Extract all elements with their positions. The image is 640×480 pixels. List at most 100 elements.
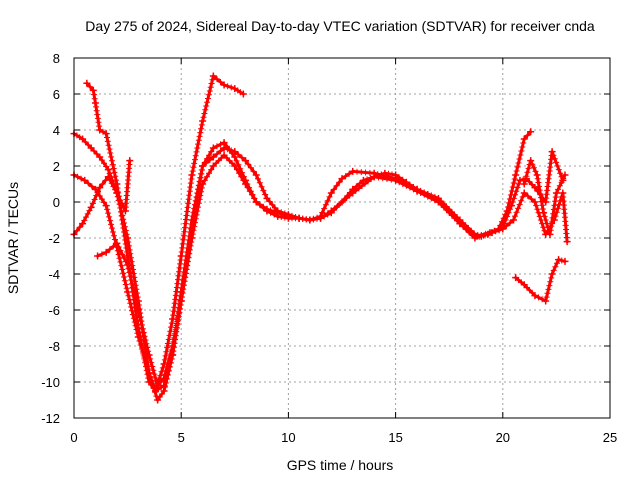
y-axis-tick-labels: -12 -10 -8 -6 -4 -2 0 2 4 6 8 bbox=[41, 51, 60, 426]
data-point bbox=[121, 207, 129, 215]
data-point bbox=[424, 191, 432, 199]
y-tick-label: -10 bbox=[41, 375, 60, 390]
data-point bbox=[188, 171, 196, 179]
y-tick-label: -4 bbox=[48, 267, 60, 282]
data-point bbox=[499, 225, 507, 233]
series-track-3 bbox=[83, 72, 247, 395]
data-point bbox=[317, 214, 325, 222]
data-point bbox=[83, 79, 91, 87]
data-point bbox=[124, 288, 132, 296]
plot-area bbox=[70, 72, 571, 404]
y-tick-label: 4 bbox=[53, 123, 60, 138]
data-point bbox=[561, 257, 569, 265]
series-track-6 bbox=[512, 256, 569, 305]
x-axis-tick-labels: 0 5 10 15 20 25 bbox=[70, 430, 617, 445]
data-point bbox=[94, 252, 102, 260]
data-point bbox=[546, 230, 554, 238]
chart-title: Day 275 of 2024, Sidereal Day-to-day VTE… bbox=[85, 18, 595, 34]
x-tick-label: 25 bbox=[603, 430, 617, 445]
series-track-7 bbox=[520, 157, 569, 238]
data-point bbox=[169, 315, 177, 323]
data-point bbox=[134, 306, 142, 314]
data-point bbox=[154, 382, 162, 390]
data-point bbox=[102, 248, 110, 256]
data-point bbox=[295, 214, 303, 222]
data-point bbox=[96, 184, 104, 192]
data-point bbox=[349, 185, 357, 193]
data-point bbox=[512, 171, 520, 179]
data-point bbox=[263, 207, 271, 215]
data-point bbox=[96, 126, 104, 134]
data-point bbox=[124, 261, 132, 269]
data-point bbox=[126, 157, 134, 165]
data-point bbox=[113, 239, 121, 247]
series-track-1 bbox=[70, 128, 535, 395]
data-point bbox=[306, 216, 314, 224]
data-point bbox=[349, 167, 357, 175]
data-point bbox=[456, 220, 464, 228]
y-tick-label: 8 bbox=[53, 51, 60, 66]
data-point bbox=[79, 135, 87, 143]
x-tick-label: 5 bbox=[178, 430, 185, 445]
y-axis-label: SDTVAR / TECUs bbox=[5, 182, 21, 294]
data-point bbox=[274, 212, 282, 220]
axis-ticks bbox=[73, 57, 611, 419]
data-point bbox=[231, 85, 239, 93]
data-point bbox=[252, 198, 260, 206]
data-point bbox=[552, 189, 560, 197]
data-point bbox=[113, 180, 121, 188]
data-point bbox=[338, 175, 346, 183]
data-point bbox=[209, 144, 217, 152]
data-point bbox=[542, 198, 550, 206]
data-point bbox=[199, 117, 207, 125]
data-point bbox=[209, 153, 217, 161]
data-point bbox=[231, 148, 239, 156]
data-point bbox=[79, 220, 87, 228]
data-point bbox=[392, 171, 400, 179]
data-point bbox=[231, 162, 239, 170]
data-point bbox=[531, 184, 539, 192]
data-point bbox=[124, 252, 132, 260]
y-tick-label: -2 bbox=[48, 231, 60, 246]
data-point bbox=[370, 173, 378, 181]
x-tick-label: 15 bbox=[388, 430, 402, 445]
data-point bbox=[160, 374, 168, 382]
data-point bbox=[488, 229, 496, 237]
data-point bbox=[220, 144, 228, 152]
data-point bbox=[104, 166, 112, 174]
data-point bbox=[96, 153, 104, 161]
data-point bbox=[104, 173, 112, 181]
data-point bbox=[209, 162, 217, 170]
data-point bbox=[520, 135, 528, 143]
data-point bbox=[154, 396, 162, 404]
x-tick-label: 0 bbox=[70, 430, 77, 445]
data-point bbox=[252, 171, 260, 179]
data-point bbox=[89, 86, 97, 94]
data-point bbox=[209, 72, 217, 80]
data-point bbox=[199, 180, 207, 188]
data-point bbox=[531, 292, 539, 300]
data-point bbox=[548, 270, 556, 278]
x-tick-label: 20 bbox=[496, 430, 510, 445]
data-point bbox=[134, 324, 142, 332]
data-point bbox=[520, 189, 528, 197]
data-point bbox=[81, 176, 89, 184]
data-point bbox=[102, 130, 110, 138]
series-markers bbox=[71, 132, 531, 394]
series-track-4 bbox=[94, 151, 571, 390]
data-point bbox=[239, 90, 247, 98]
x-axis-label: GPS time / hours bbox=[287, 457, 394, 473]
y-tick-label: -6 bbox=[48, 303, 60, 318]
x-tick-label: 10 bbox=[281, 430, 295, 445]
data-point bbox=[177, 252, 185, 260]
data-point bbox=[533, 171, 541, 179]
data-point bbox=[220, 81, 228, 89]
data-point bbox=[561, 171, 569, 179]
data-point bbox=[548, 148, 556, 156]
data-point bbox=[113, 189, 121, 197]
y-tick-label: 2 bbox=[53, 159, 60, 174]
data-point bbox=[284, 214, 292, 222]
data-point bbox=[555, 256, 563, 264]
data-point bbox=[381, 169, 389, 177]
